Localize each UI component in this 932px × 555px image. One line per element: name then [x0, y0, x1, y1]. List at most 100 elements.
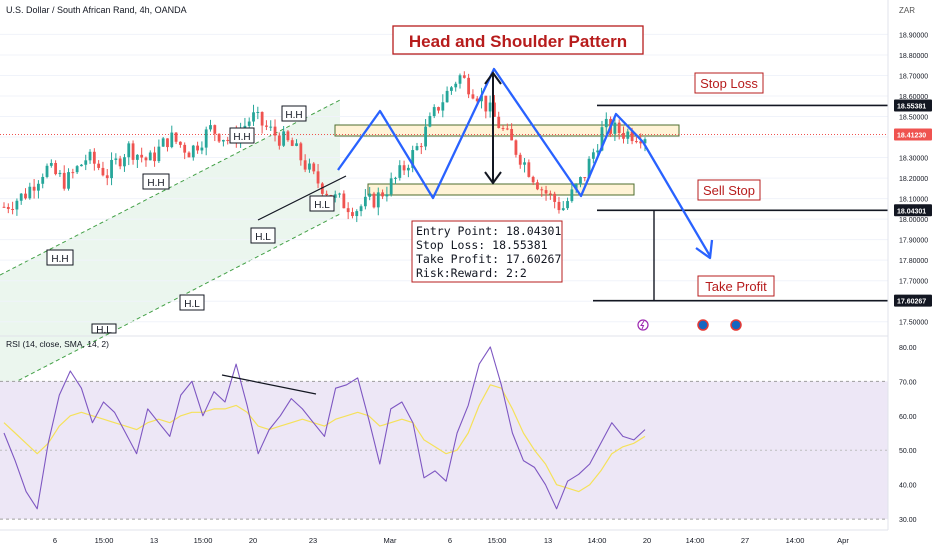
higher-low-trendline — [257, 175, 347, 221]
candle-body — [475, 98, 479, 102]
rsi-line — [3, 346, 646, 510]
candle-body — [200, 147, 204, 151]
time-tick-label: 15:00 — [95, 536, 114, 545]
candle-body — [170, 132, 174, 148]
candle-body — [320, 183, 324, 194]
candle-body — [596, 150, 600, 153]
channel-lower-line — [0, 213, 341, 391]
candle-body — [523, 162, 526, 165]
candle-body — [269, 126, 273, 128]
candle-body — [19, 193, 23, 201]
candle-body — [273, 126, 277, 136]
rsi-tick-label: 40.00 — [899, 483, 917, 490]
candle-body — [368, 193, 372, 197]
candle-body — [24, 193, 27, 199]
time-tick-label: 15:00 — [194, 536, 213, 545]
time-tick-label: 14:00 — [786, 536, 805, 545]
candle-body — [174, 132, 178, 142]
candle-body — [92, 151, 96, 164]
candle-body — [557, 201, 561, 211]
rsi-tick-label: 30.00 — [899, 517, 917, 524]
candle-body — [398, 165, 402, 178]
candle-body — [419, 146, 423, 148]
us-flag-event-icon-2[interactable] — [730, 319, 742, 331]
candle-body — [514, 140, 518, 155]
rsi-tick-label: 50.00 — [899, 448, 917, 455]
swing-label-hh-2: H.H — [233, 132, 250, 143]
candle-body — [432, 107, 436, 117]
swing-label-hh-4: H.H — [51, 254, 68, 265]
candle-body — [604, 118, 608, 128]
candle-body — [58, 172, 62, 175]
candle-body — [505, 128, 509, 130]
candle-body — [161, 138, 165, 147]
candle-body — [450, 87, 453, 91]
price-tick-label: 18.60000 — [899, 94, 928, 101]
candle-body — [2, 206, 6, 208]
candle-body — [118, 158, 122, 167]
price-marker-box — [894, 128, 932, 141]
candle-body — [493, 102, 496, 117]
candle-body — [97, 163, 101, 168]
take-profit-label: Take Profit — [705, 279, 767, 294]
candle-body — [394, 177, 397, 179]
candle-body — [265, 125, 268, 127]
us-flag-event-icon[interactable] — [697, 319, 709, 331]
candle-body — [583, 177, 587, 179]
sell-stop-box — [697, 179, 761, 201]
candle-body — [114, 158, 118, 160]
candle-body — [389, 178, 393, 195]
swing-label-box — [309, 195, 335, 212]
time-tick-label: 14:00 — [686, 536, 705, 545]
candle-body — [187, 152, 191, 158]
swing-label-hl-4: H.L — [96, 325, 112, 336]
candle-body — [105, 175, 109, 179]
candle-body — [299, 143, 303, 161]
time-tick-label: 6 — [448, 536, 452, 545]
candle-body — [49, 162, 53, 166]
time-tick-label: Apr — [837, 536, 849, 545]
price-tick-label: 18.10000 — [899, 197, 928, 204]
price-marker-label: 18.41230 — [897, 133, 926, 140]
time-tick-label: 23 — [309, 536, 317, 545]
info-take-profit: Take Profit: 17.60267 — [416, 252, 561, 266]
candle-body — [6, 206, 10, 209]
candle-body — [458, 75, 462, 84]
candle-body — [617, 122, 621, 133]
candle-body — [157, 146, 161, 162]
candle-body — [54, 162, 58, 175]
rsi-tick-label: 60.00 — [899, 414, 917, 421]
event-icons[interactable] — [637, 319, 742, 331]
swing-label-hl-3: H.L — [184, 299, 200, 310]
candle-body — [191, 145, 195, 158]
candle-body — [37, 183, 40, 191]
candle-body — [67, 172, 70, 189]
swing-label-box — [179, 294, 205, 311]
info-stop-loss: Stop Loss: 18.55381 — [416, 238, 548, 252]
candle-body — [351, 212, 354, 217]
candle-body — [544, 190, 548, 194]
info-entry-point: Entry Point: 18.04301 — [416, 224, 561, 238]
candle-body — [110, 159, 113, 179]
candle-body — [363, 196, 367, 207]
candle-body — [62, 172, 66, 189]
pattern-title: Head and Shoulder Pattern — [409, 32, 627, 51]
projection-arrow-line — [642, 141, 711, 257]
candle-body — [196, 145, 199, 151]
rsi-sma-line — [3, 384, 646, 493]
candle-body — [359, 206, 363, 212]
candle-body — [84, 160, 88, 165]
candle-body — [480, 95, 483, 102]
candle-body — [11, 208, 15, 210]
price-tick-label: 17.70000 — [899, 279, 928, 286]
time-tick-label: Mar — [384, 536, 397, 545]
price-tick-label: 17.90000 — [899, 238, 928, 245]
candle-body — [600, 127, 604, 151]
candle-body — [277, 135, 281, 146]
swing-label-hh-1: H.H — [285, 110, 302, 121]
candle-body — [15, 200, 19, 210]
candle-body — [45, 165, 49, 177]
neckline-zone — [367, 183, 635, 196]
swing-labels: H.H H.H H.H H.H H.L H.L H.L H.L — [46, 105, 335, 336]
